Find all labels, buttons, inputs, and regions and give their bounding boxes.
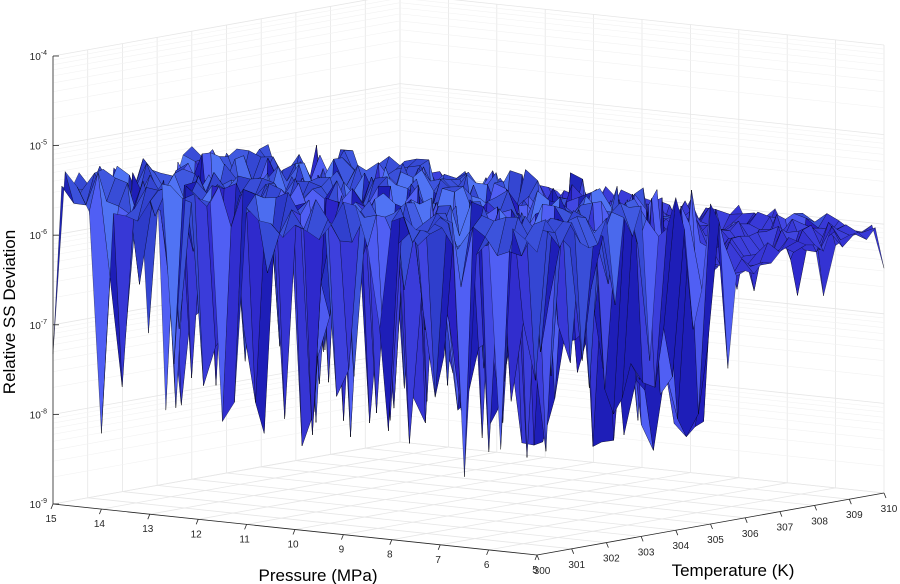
pressure-tick-label: 14 — [94, 519, 106, 530]
wall-grid-line — [52, 0, 885, 57]
wall-grid-line — [52, 365, 885, 429]
wall-grid-line — [52, 2, 885, 65]
z-tick-label: 10-6 — [30, 229, 47, 242]
floor-grid-line — [365, 447, 850, 500]
surface-layer — [52, 144, 885, 477]
wall-grid-line — [52, 351, 885, 415]
pressure-tick-labels: 15 14 13 12 11 10 9 8 7 6 5 — [45, 514, 538, 576]
wall-grid-line — [52, 83, 885, 146]
temperature-tick-mark — [779, 511, 783, 517]
z-tick-labels: 10-9 10-8 10-7 10-6 10-5 10-4 — [30, 50, 47, 511]
temperature-tick-label: 300 — [534, 566, 551, 577]
wall-grid-line — [52, 360, 885, 424]
temperature-tick-label: 308 — [811, 516, 828, 527]
wall-grid-line — [52, 40, 885, 104]
temperature-tick-label: 305 — [707, 535, 724, 546]
temperature-tick-mark — [640, 536, 644, 542]
wall-grid-line — [52, 356, 885, 419]
temperature-tick-label: 306 — [742, 529, 759, 540]
wall-grid-line — [52, 441, 885, 505]
temperature-tick-label: 309 — [846, 510, 863, 521]
z-tick-label: 10-7 — [30, 319, 47, 332]
wall-grid-line — [52, 29, 885, 92]
wall-grid-line — [52, 371, 885, 435]
y-axis-label: Temperature (K) — [672, 561, 795, 580]
wall-grid-line — [52, 110, 885, 173]
floor-grid-line — [330, 454, 815, 506]
wall-grid-line — [52, 379, 885, 442]
temperature-tick-label: 303 — [638, 547, 655, 558]
temperature-tick-mark — [883, 492, 887, 499]
pressure-tick-mark — [389, 539, 393, 545]
wall-grid-line — [52, 20, 885, 84]
temperature-tick-mark — [814, 505, 817, 511]
wall-grid-line — [52, 13, 885, 77]
wall-grid-line — [52, 414, 885, 478]
pressure-tick-mark — [486, 549, 489, 556]
temperature-tick-mark — [848, 499, 852, 505]
pressure-tick-label: 6 — [484, 560, 490, 571]
pressure-tick-mark — [99, 508, 102, 515]
z-tick-label: 10-4 — [30, 50, 47, 63]
wall-grid-line — [52, 387, 885, 451]
temperature-tick-mark — [536, 554, 540, 561]
floor-grid-line — [226, 472, 711, 525]
floor-grid-line — [87, 497, 572, 550]
pressure-tick-label: 15 — [45, 514, 57, 525]
wall-grid-line — [52, 103, 885, 166]
pressure-tick-label: 12 — [191, 529, 203, 540]
surface-facet — [52, 171, 74, 355]
temperature-tick-mark — [744, 517, 748, 523]
pressure-tick-label: 13 — [142, 524, 154, 535]
pressure-tick-mark — [341, 534, 344, 540]
pressure-tick-label: 8 — [387, 550, 393, 561]
wall-grid-line — [52, 398, 885, 462]
pressure-tick-label: 5 — [532, 565, 538, 576]
pressure-tick-mark — [244, 524, 247, 530]
pressure-tick-mark — [437, 544, 441, 550]
pressure-tick-label: 9 — [339, 545, 345, 556]
axis-layer — [50, 55, 887, 561]
wall-grid-line — [52, 97, 885, 160]
temperature-tick-label: 310 — [881, 504, 898, 515]
floor-grid-line — [157, 485, 642, 537]
temperature-tick-labels: 300 301 302 303 304 305 306 307 308 309 310 — [534, 504, 898, 577]
wall-grid-line — [52, 118, 885, 182]
temperature-tick-label: 301 — [568, 560, 585, 571]
wall-grid-line — [52, 91, 885, 155]
temperature-tick-label: 307 — [777, 523, 794, 534]
temperature-tick-label: 302 — [603, 554, 620, 565]
pressure-tick-mark — [50, 503, 54, 510]
pressure-tick-label: 11 — [239, 534, 250, 545]
temperature-tick-mark — [606, 542, 609, 548]
pressure-tick-mark — [195, 519, 199, 525]
surface-facet — [524, 219, 546, 253]
wall-grid-line — [52, 7, 885, 71]
wall-grid-line — [52, 130, 885, 193]
x-axis-label: Pressure (MPa) — [258, 566, 377, 584]
floor-grid-line — [261, 466, 746, 519]
pressure-tick-mark — [292, 529, 296, 535]
pressure-tick-label: 10 — [287, 540, 299, 551]
z-tick-label: 10-8 — [30, 408, 47, 421]
wall-grid-line — [52, 325, 885, 388]
floor-grid-line — [122, 491, 607, 543]
z-tick-label: 10-9 — [30, 498, 47, 511]
temperature-tick-mark — [675, 530, 679, 536]
pressure-tick-label: 7 — [435, 555, 441, 566]
z-tick-label: 10-5 — [30, 140, 47, 153]
wall-grid-line — [52, 56, 885, 119]
wall-grid-line — [52, 0, 885, 61]
temperature-tick-mark — [571, 548, 575, 554]
z-axis-label: Relative SS Deviation — [0, 230, 19, 394]
floor-grid-line — [295, 460, 780, 512]
pressure-tick-mark — [147, 514, 151, 520]
temperature-tick-mark — [710, 523, 713, 530]
wall-grid-line — [52, 87, 885, 150]
floor-grid-line — [191, 478, 676, 531]
temperature-tick-label: 304 — [672, 541, 689, 552]
pressure-tick-mark — [534, 554, 538, 561]
